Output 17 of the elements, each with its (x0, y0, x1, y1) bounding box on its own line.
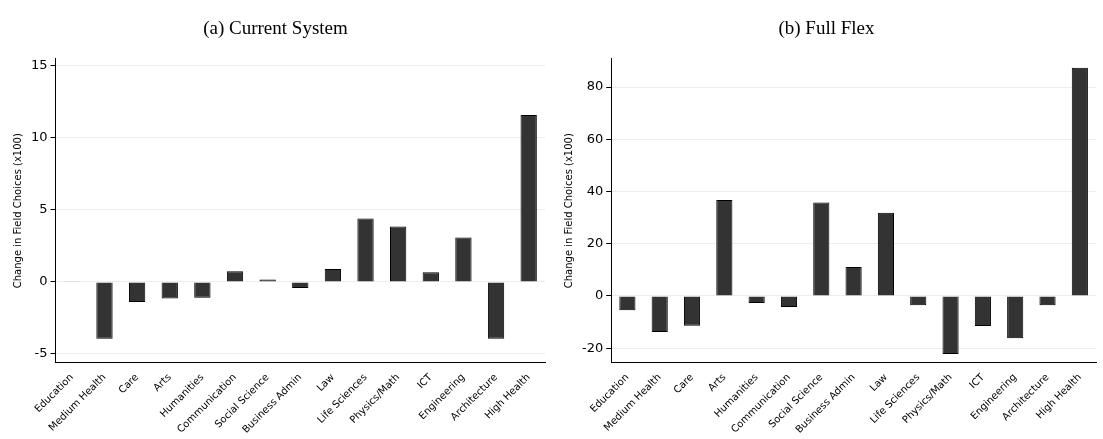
y-tick-label: -5 (34, 345, 48, 361)
chart-title: (a) Current System (202, 16, 349, 40)
y-tick-label: 15 (31, 57, 48, 73)
y-tick-label: 0 (594, 287, 604, 303)
y-tick-label: 0 (39, 273, 48, 289)
x-tick-label: Law (314, 371, 337, 394)
y-tick-label: 10 (31, 129, 48, 145)
chart-title: (b) Full Flex (777, 16, 876, 40)
y-tick-label: 5 (39, 201, 48, 217)
y-tick-label: 80 (586, 78, 604, 94)
y-tick-label: 20 (586, 235, 604, 251)
y-axis-title: Change in Field Choices (x100) (11, 133, 23, 289)
y-tick-label: 40 (586, 182, 604, 198)
y-tick-label: 60 (586, 130, 604, 146)
y-axis-title: Change in Field Choices (x100) (562, 133, 574, 289)
x-tick-label: Law (867, 371, 890, 394)
y-tick-label: -20 (582, 339, 604, 355)
